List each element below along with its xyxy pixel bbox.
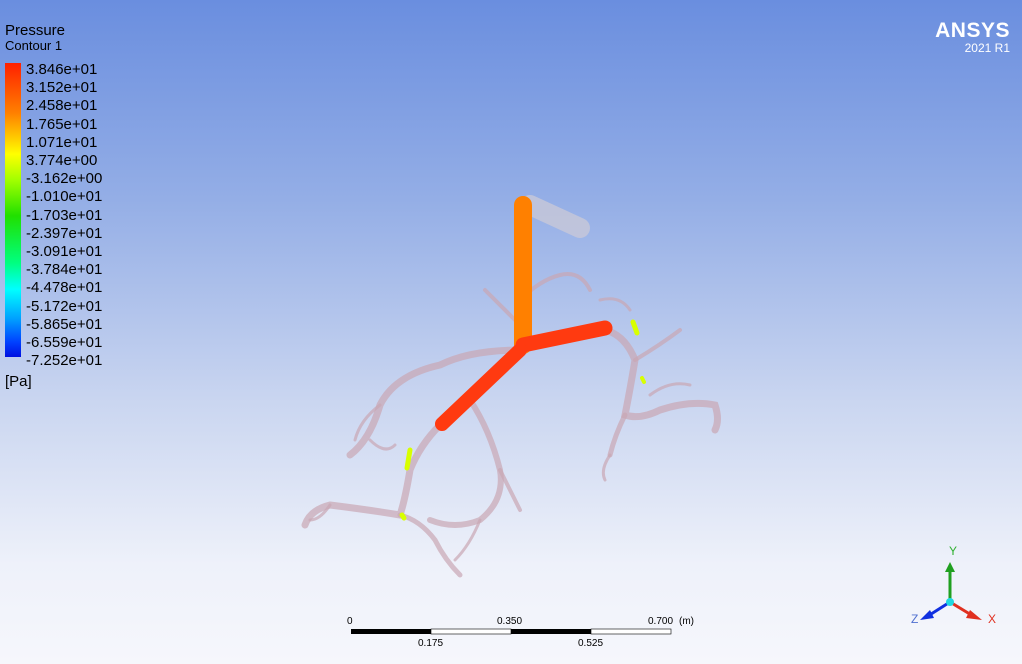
legend-tick: -6.559e+01: [26, 334, 103, 351]
legend-subtitle: Contour 1: [5, 38, 63, 53]
vessel-tree-wireframe: [301, 272, 721, 578]
z-axis-label: Z: [911, 612, 919, 626]
scale-label: 0.350: [497, 616, 523, 627]
legend-tick: 2.458e+01: [26, 97, 98, 115]
x-axis-label: X: [988, 612, 997, 626]
legend-tick: -2.397e+01: [26, 224, 103, 242]
legend-tick: -3.162e+00: [26, 170, 103, 188]
color-bar: [5, 63, 21, 357]
logo-version: 2021 R1: [964, 41, 1010, 55]
legend-tick: -7.252e+01: [26, 352, 103, 370]
legend-tick: 3.774e+00: [26, 152, 98, 169]
legend-tick: -3.091e+01: [26, 243, 103, 260]
legend-tick: -4.478e+01: [26, 279, 103, 297]
scale-label: 0: [347, 616, 353, 627]
logo-brand: ANSYS: [935, 19, 1010, 42]
vessel-tree-contour: [399, 195, 646, 521]
scale-label: 0.175: [418, 638, 444, 649]
axes-triad: [920, 562, 982, 620]
legend-tick: 1.071e+01: [26, 133, 98, 151]
y-axis-label: Y: [949, 544, 958, 558]
legend-tick: -1.010e+01: [26, 188, 103, 206]
legend-tick: -5.865e+01: [26, 315, 103, 333]
legend-unit: [Pa]: [5, 373, 32, 390]
legend-tick: 3.846e+01: [26, 61, 98, 78]
legend-tick: 1.765e+01: [26, 115, 98, 133]
legend-tick: -1.703e+01: [26, 206, 103, 224]
scale-label: 0.525: [578, 638, 604, 649]
scale-label: 0.700: [648, 616, 674, 627]
legend-tick: -3.784e+01: [26, 261, 103, 279]
ansys-logo: ANSYS 2021 R1: [935, 20, 1010, 55]
legend-title: Pressure: [5, 22, 66, 39]
legend-tick: 3.152e+01: [26, 79, 98, 97]
legend-tick: -5.172e+01: [26, 297, 103, 315]
scale-bar: [351, 628, 672, 635]
scale-unit: (m): [679, 616, 694, 627]
